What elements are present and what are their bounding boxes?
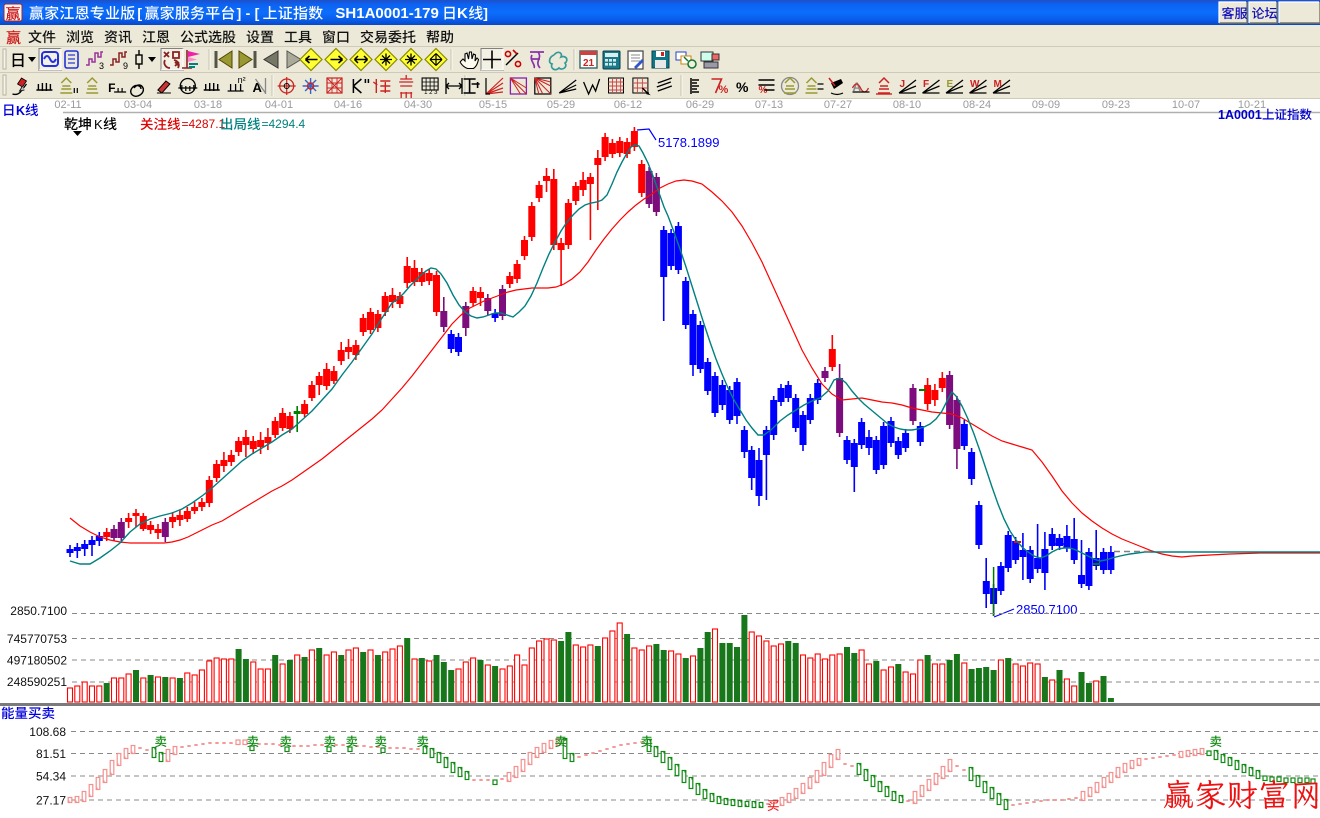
svg-text:%: % <box>719 84 729 96</box>
svg-text:07-13: 07-13 <box>755 99 783 111</box>
svg-text:10-07: 10-07 <box>1172 99 1200 111</box>
svg-text:3: 3 <box>99 61 104 71</box>
svg-text:05-29: 05-29 <box>547 99 575 111</box>
svg-text:03-04: 03-04 <box>124 99 152 111</box>
svg-text:K: K <box>457 5 468 22</box>
svg-text:06-29: 06-29 <box>686 99 714 111</box>
svg-text:04-30: 04-30 <box>404 99 432 111</box>
svg-text:1A0001: 1A0001 <box>1218 108 1262 122</box>
svg-text:08-10: 08-10 <box>893 99 921 111</box>
svg-text:04-01: 04-01 <box>265 99 293 111</box>
svg-text:09-09: 09-09 <box>1032 99 1060 111</box>
svg-text:K: K <box>94 117 103 132</box>
svg-text:%: % <box>736 79 749 95</box>
svg-text:]: ] <box>483 5 488 21</box>
svg-text:2850.7100: 2850.7100 <box>10 604 67 618</box>
svg-text:07-27: 07-27 <box>824 99 852 111</box>
svg-text:09-23: 09-23 <box>1102 99 1130 111</box>
svg-text:54.34: 54.34 <box>36 770 66 784</box>
svg-text:A: A <box>853 80 862 94</box>
svg-text:J: J <box>900 79 906 90</box>
svg-text:=4294.4: =4294.4 <box>262 117 306 131</box>
svg-text:SH1A0001-179: SH1A0001-179 <box>335 5 438 22</box>
svg-text:[: [ <box>255 5 260 21</box>
svg-text:08-24: 08-24 <box>963 99 991 111</box>
svg-text:W: W <box>970 79 980 90</box>
svg-text:745770753: 745770753 <box>7 632 67 646</box>
svg-text:F: F <box>108 81 115 95</box>
svg-text:81.51: 81.51 <box>36 747 66 761</box>
svg-text:02-11: 02-11 <box>54 99 81 111</box>
svg-text:108.68: 108.68 <box>29 725 66 739</box>
svg-text:M: M <box>994 79 1002 90</box>
svg-text:]: ] <box>237 5 242 21</box>
svg-text:n²: n² <box>238 75 246 85</box>
svg-text:5178.1899: 5178.1899 <box>658 135 719 150</box>
svg-text:K: K <box>16 104 25 118</box>
svg-text:A: A <box>253 80 263 95</box>
svg-text:27.17: 27.17 <box>36 794 66 808</box>
svg-text:497180502: 497180502 <box>7 654 67 668</box>
svg-text:05-15: 05-15 <box>479 99 507 111</box>
svg-text:10-21: 10-21 <box>1238 99 1266 111</box>
svg-text:2850.7100: 2850.7100 <box>1016 602 1077 617</box>
svg-text:03-18: 03-18 <box>194 99 222 111</box>
svg-text:-: - <box>246 5 251 21</box>
svg-text:F: F <box>923 79 929 90</box>
svg-text:06-12: 06-12 <box>614 99 642 111</box>
svg-text:=4287.1: =4287.1 <box>182 117 226 131</box>
svg-text:21: 21 <box>583 58 595 69</box>
svg-text:%: % <box>759 85 768 96</box>
svg-text:[: [ <box>137 5 142 21</box>
svg-text:9: 9 <box>123 61 128 71</box>
svg-text:1 2 3: 1 2 3 <box>424 90 438 96</box>
svg-text:248590251: 248590251 <box>7 675 67 689</box>
svg-text:E: E <box>947 79 954 90</box>
svg-text:04-16: 04-16 <box>334 99 362 111</box>
